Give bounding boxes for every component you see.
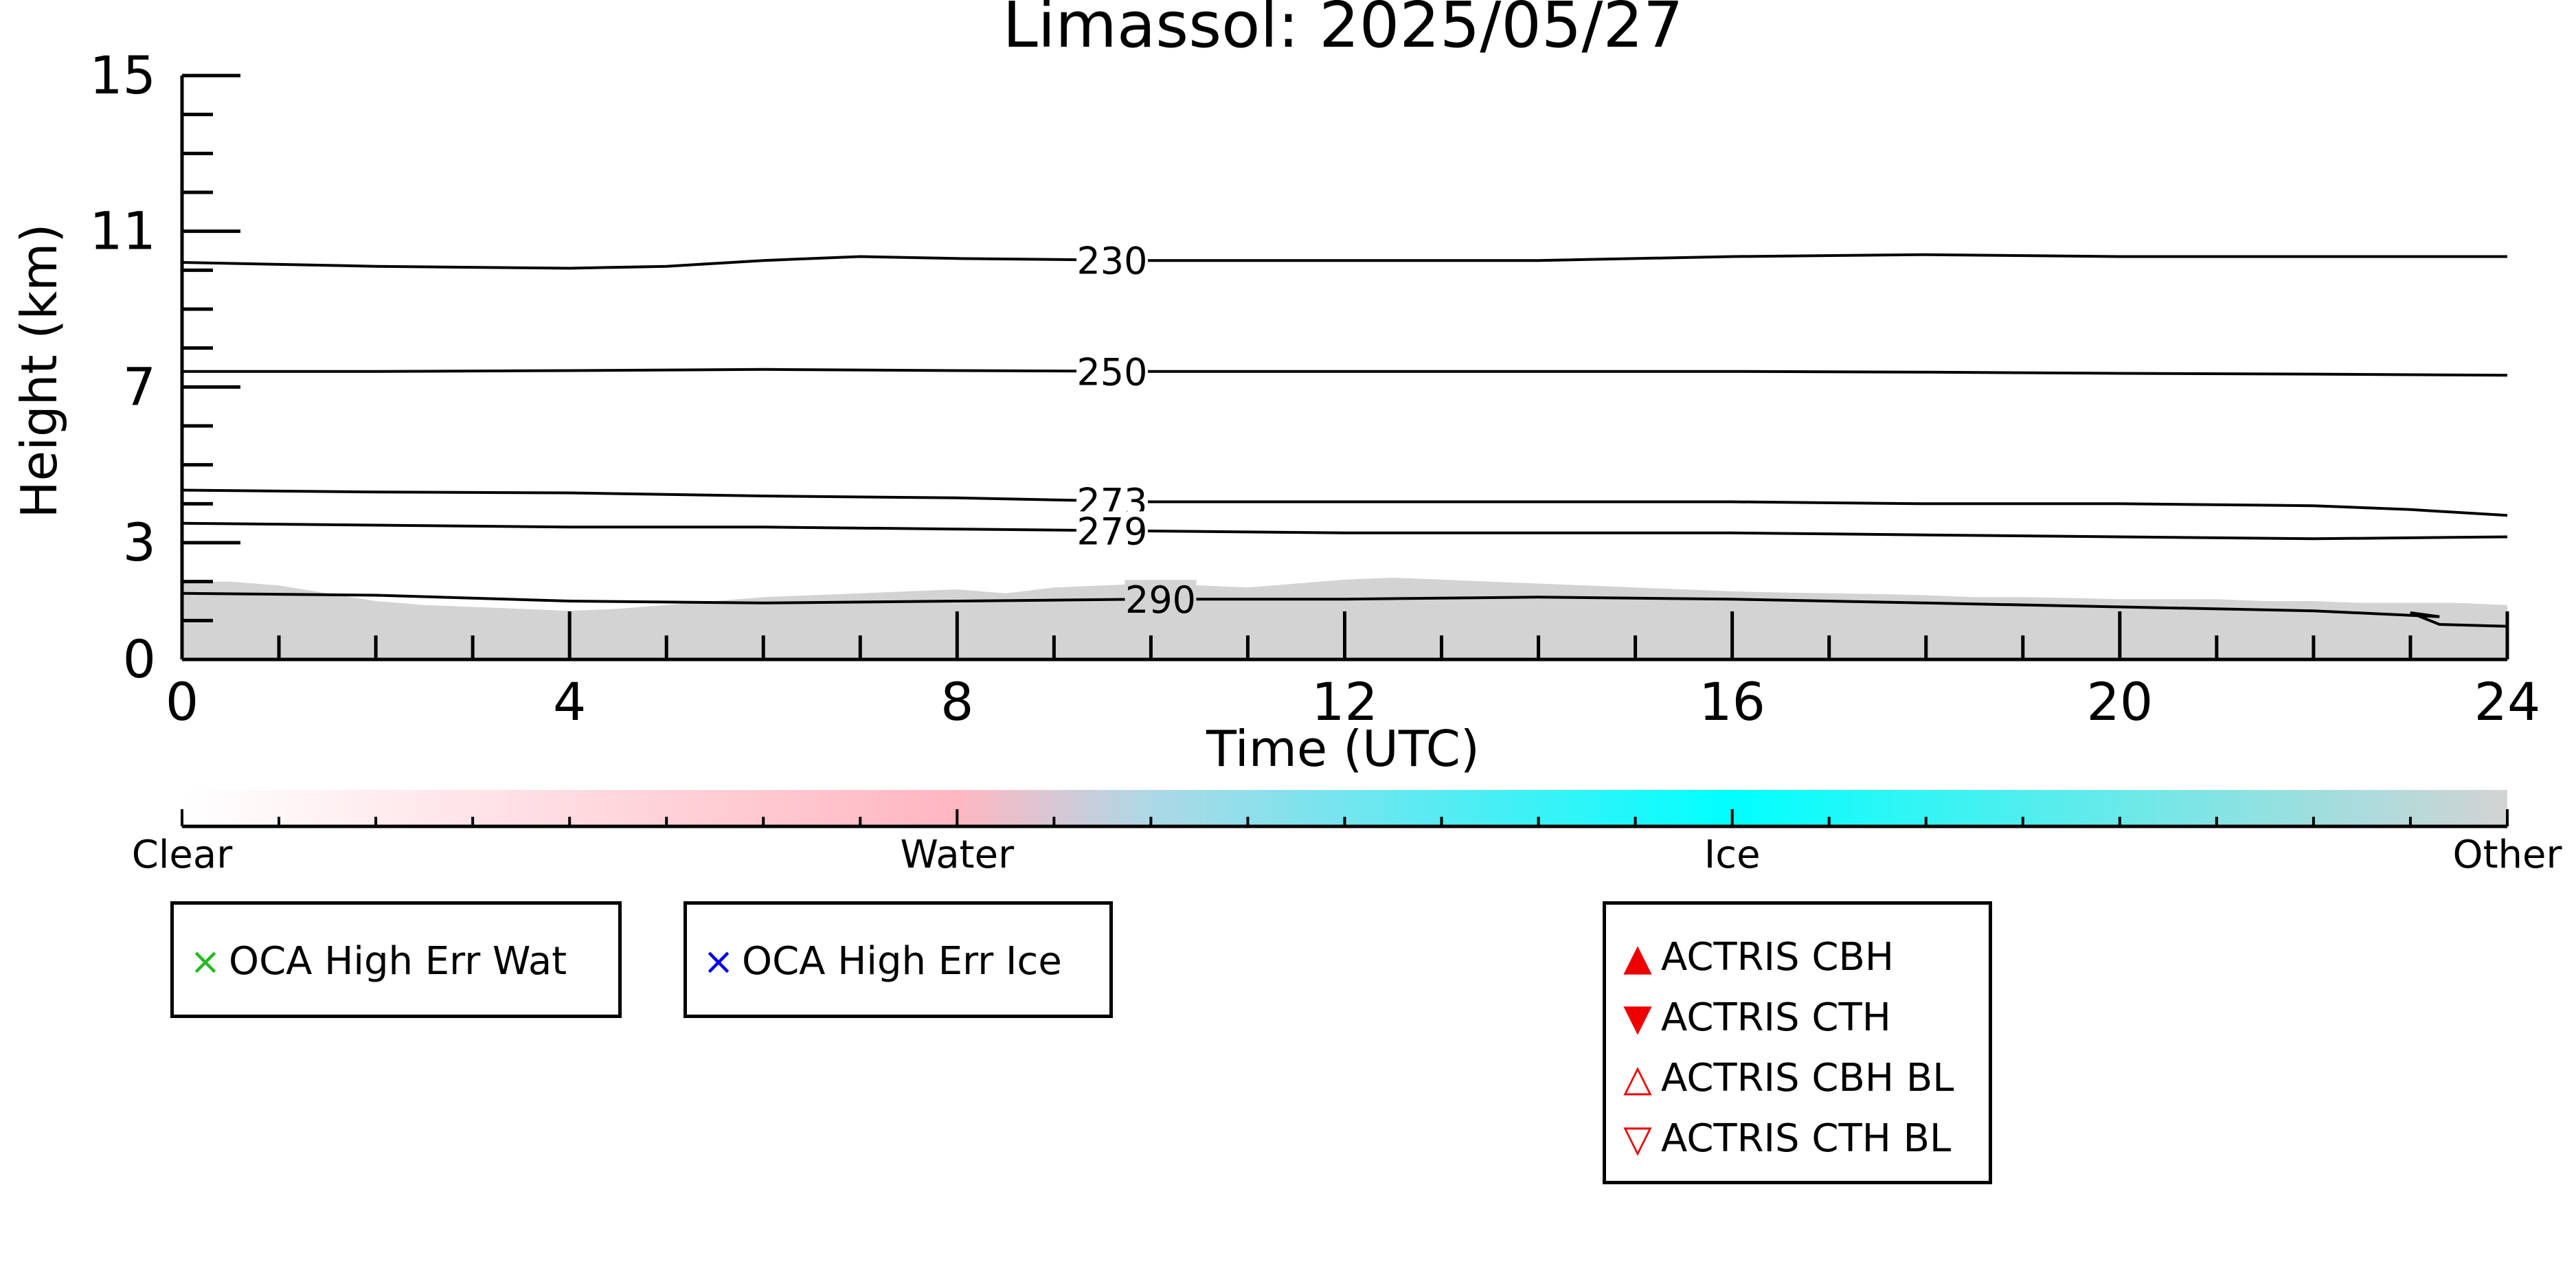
contour-label-230: 230 — [1076, 240, 1147, 283]
contour-label-bg — [1076, 511, 1148, 550]
contour-label-250: 250 — [1076, 350, 1147, 394]
legend-entry: △ ACTRIS CBH BL — [1620, 1054, 1954, 1103]
colorbar-label-water: Water — [901, 833, 1015, 877]
legend-label: ACTRIS CBH BL — [1661, 1056, 1954, 1100]
x-tick-label: 0 — [166, 671, 199, 732]
colorbar-label-other: Other — [2452, 833, 2562, 877]
contour-label-bg — [1076, 240, 1148, 280]
legend-entry: ▼ ACTRIS CTH — [1620, 994, 1891, 1042]
legend-label: OCA High Err Ice — [742, 939, 1062, 984]
legend-label: ACTRIS CTH BL — [1661, 1116, 1952, 1161]
y-axis-label: Height (km) — [10, 224, 68, 519]
filled-triangle-down-icon: ▼ — [1623, 996, 1652, 1039]
chart-title: Limassol: 2025/05/27 — [1002, 0, 1683, 62]
contour-label-290: 290 — [1125, 578, 1196, 622]
y-tick-label: 0 — [123, 629, 156, 690]
filled-triangle-up-icon: ▲ — [1623, 936, 1652, 979]
colorbar: Clear Water Ice Other — [132, 790, 2562, 877]
x-axis-label: Time (UTC) — [1206, 720, 1480, 778]
x-tick-label: 20 — [2086, 671, 2153, 732]
contour-label-bg — [1076, 352, 1148, 391]
x-tick-label: 12 — [1311, 671, 1378, 732]
legend-actris: ▲ ACTRIS CBH ▼ ACTRIS CTH △ ACTRIS CBH BL ▽… — [1603, 901, 1992, 1184]
colorbar-label-ice: Ice — [1704, 833, 1761, 877]
legend-entry: × OCA High Err Wat — [188, 938, 567, 986]
contour-line-250 — [182, 368, 2508, 377]
contour-line-290 — [181, 591, 2508, 628]
y-tick-label: 3 — [123, 512, 156, 573]
blue-cross-icon: × — [703, 940, 734, 983]
contour-label-bg — [1125, 580, 1197, 619]
green-cross-icon: × — [190, 940, 221, 983]
y-tick-label: 11 — [89, 201, 156, 262]
axes: 0 3 7 11 15 0 4 8 12 16 20 24 — [89, 45, 2540, 732]
hollow-triangle-up-icon: △ — [1623, 1057, 1652, 1100]
legend-label: ACTRIS CBH — [1661, 935, 1895, 980]
legend-entry: ▲ ACTRIS CBH — [1620, 934, 1894, 982]
x-tick-label: 24 — [2474, 671, 2541, 732]
legend-oca-water: × OCA High Err Wat — [170, 901, 622, 1018]
x-tick-label: 16 — [1699, 671, 1765, 732]
legend-label: ACTRIS CTH — [1661, 995, 1891, 1040]
hollow-triangle-down-icon: ▽ — [1623, 1117, 1652, 1160]
legend-oca-ice: × OCA High Err Ice — [683, 901, 1113, 1018]
contour-line-279 — [181, 521, 2508, 541]
legend-entry: ▽ ACTRIS CTH BL — [1620, 1115, 1951, 1163]
legend-entry: × OCA High Err Ice — [701, 938, 1062, 986]
x-tick-label: 8 — [940, 671, 973, 732]
x-tick-label: 4 — [553, 671, 586, 732]
y-tick-label: 7 — [123, 356, 156, 417]
legend-label: OCA High Err Wat — [229, 939, 567, 984]
y-tick-label: 15 — [89, 45, 156, 106]
contour-line-230 — [181, 253, 2507, 270]
contour-label-279: 279 — [1076, 510, 1147, 553]
contour-line-273 — [181, 488, 2508, 517]
colorbar-label-clear: Clear — [132, 833, 233, 877]
